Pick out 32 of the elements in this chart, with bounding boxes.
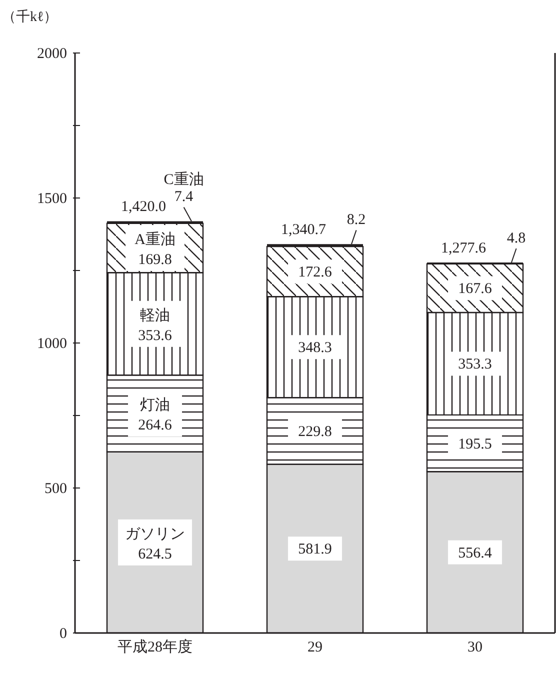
y-tick-label: 0 (60, 626, 67, 642)
series-label: A重油 (134, 230, 176, 248)
data-label: 353.3 (458, 356, 492, 373)
data-label: 4.8 (506, 230, 526, 246)
data-label: 169.8 (138, 252, 172, 268)
total-label: 1,340.7 (280, 222, 326, 238)
total-label: 1,420.0 (120, 199, 166, 216)
data-label: 167.6 (458, 281, 492, 298)
series-label: 灯油 (140, 396, 170, 414)
data-label: 195.5 (458, 436, 492, 452)
x-tick-label: 30 (468, 640, 482, 656)
y-axis-title: （千kℓ） (2, 8, 58, 26)
text: C重油 (164, 171, 204, 188)
series-label: ガソリン (125, 526, 185, 542)
data-label: 581.9 (298, 542, 332, 558)
y-tick-label: 2000 (37, 46, 67, 62)
y-tick-label: 1500 (37, 191, 67, 207)
data-label: 348.3 (298, 340, 332, 356)
data-label: 172.6 (298, 264, 332, 281)
data-label: 229.8 (298, 424, 332, 440)
total-label: 1,277.6 (440, 240, 486, 256)
data-label: 556.4 (458, 545, 492, 562)
data-label: 7.4 (174, 189, 194, 206)
data-label: 624.5 (138, 546, 172, 562)
x-tick-label: 29 (308, 640, 322, 656)
x-tick-label: 平成28年度 (118, 638, 192, 656)
data-label: 264.6 (138, 418, 172, 434)
data-label: 353.6 (138, 328, 172, 344)
series-label: 軽油 (140, 306, 170, 324)
y-tick-label: 1000 (37, 336, 67, 352)
y-tick-label: 500 (44, 481, 67, 497)
data-label: 8.2 (346, 212, 366, 228)
